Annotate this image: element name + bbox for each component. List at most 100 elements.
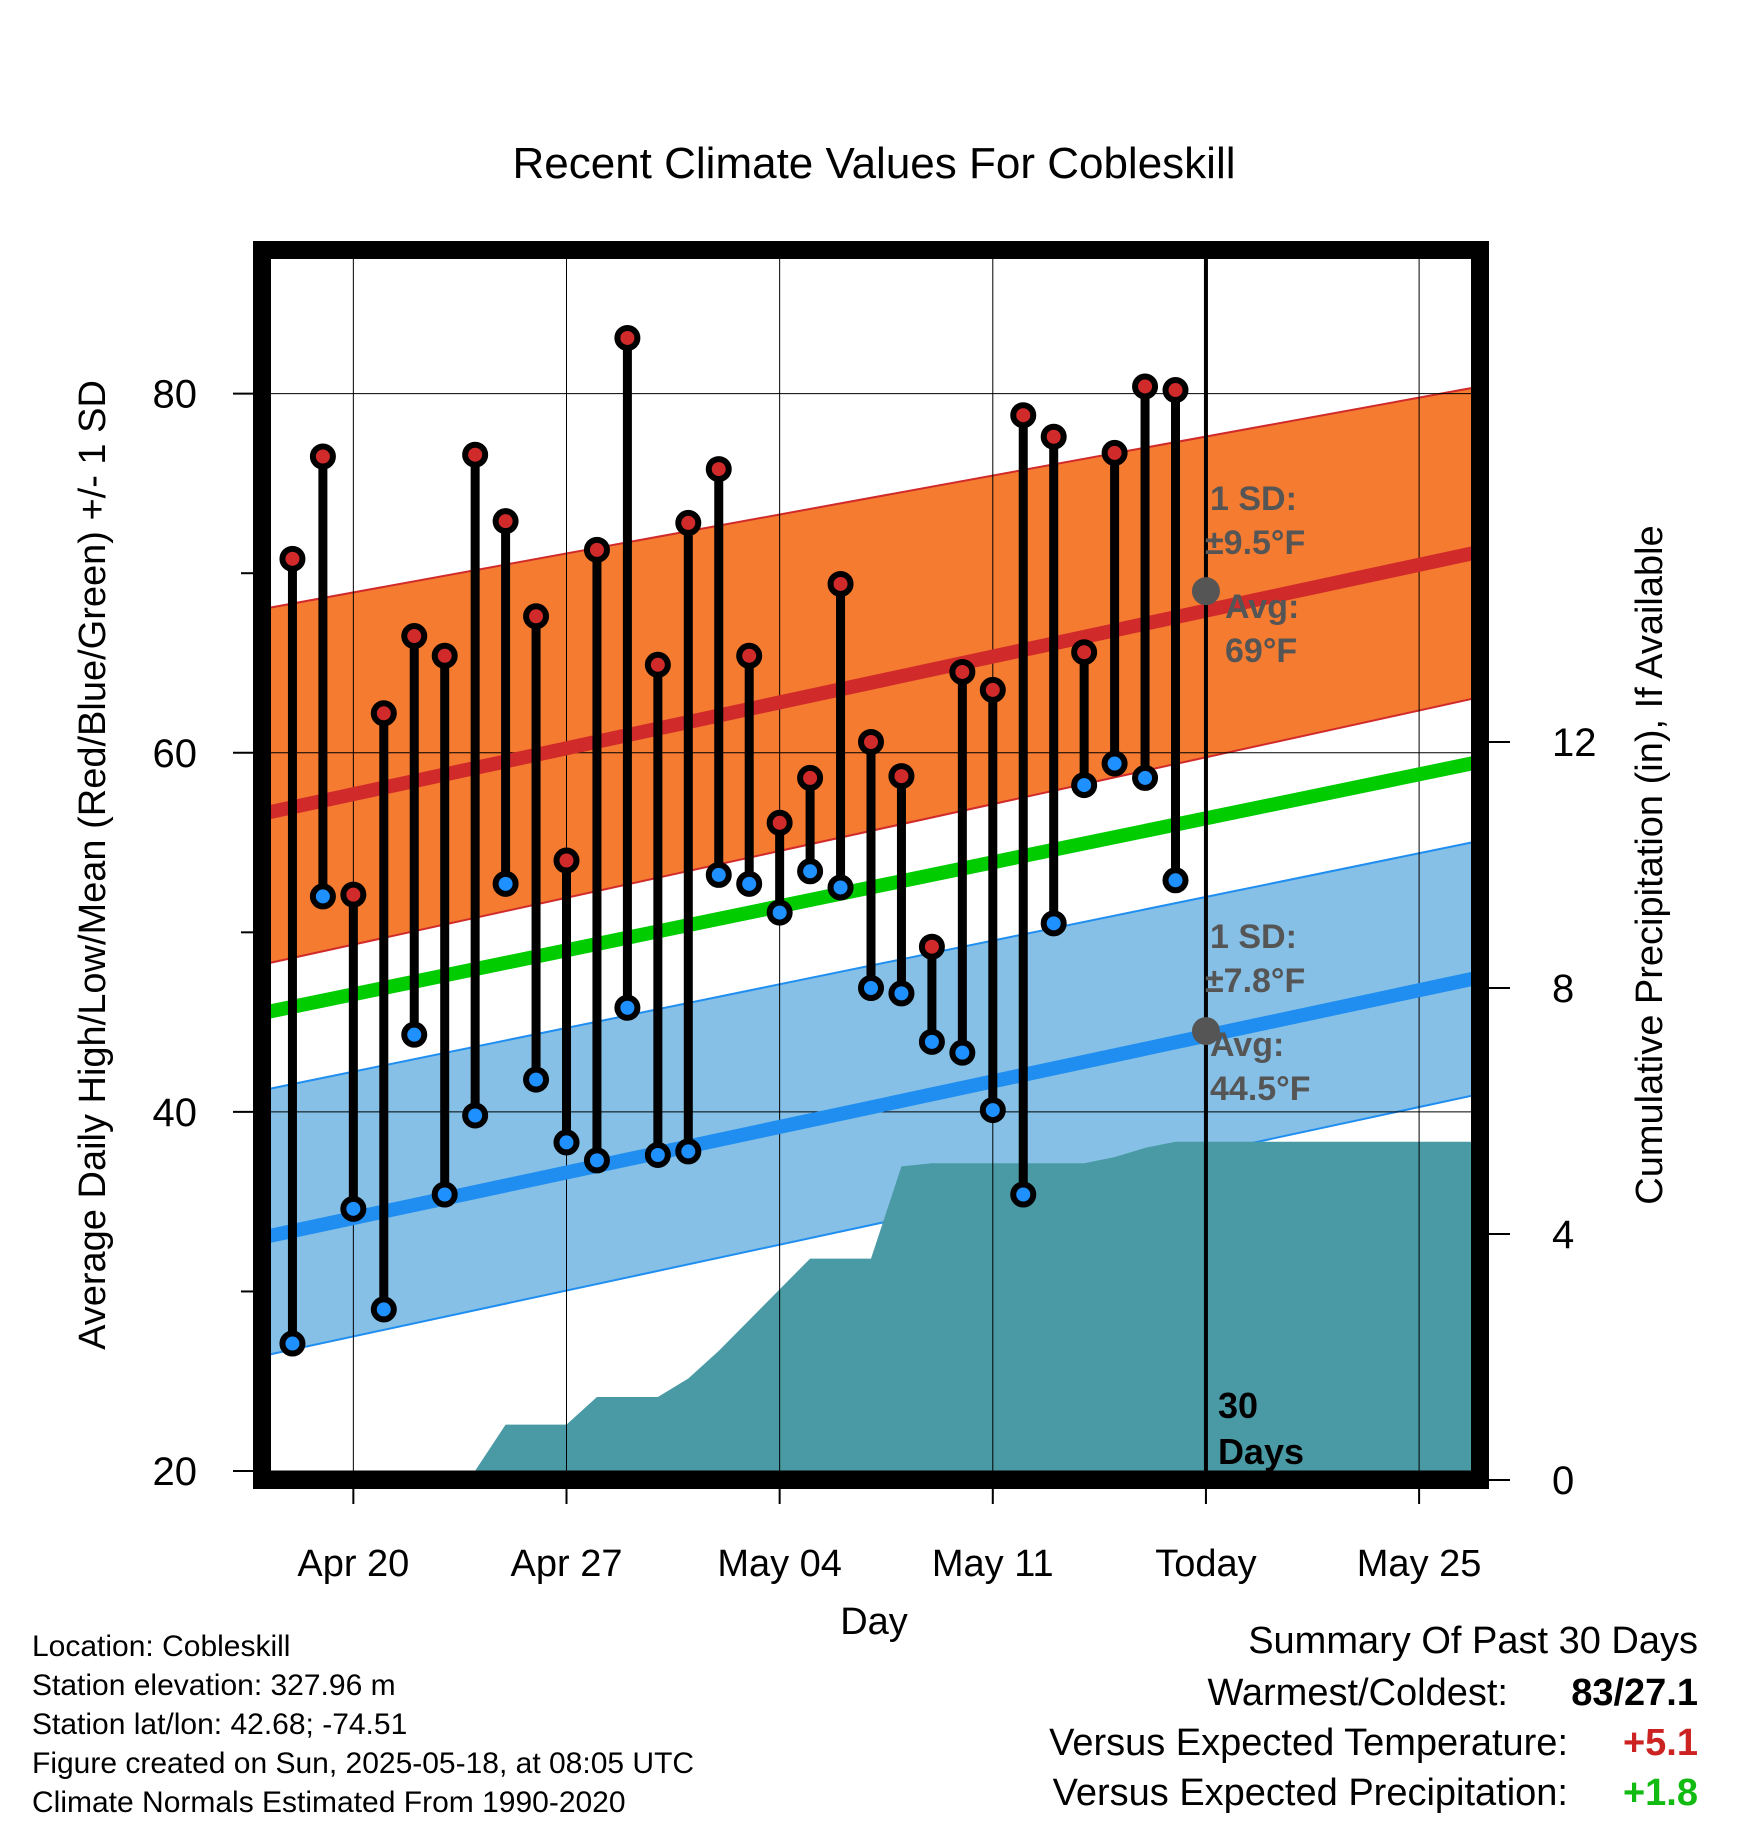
daily-low-point [705, 861, 732, 888]
avg-high-line [260, 544, 1482, 821]
daily-high-point [309, 443, 336, 470]
daily-low-point [492, 870, 519, 897]
daily-high-point [736, 642, 763, 669]
normals-text: Climate Normals Estimated From 1990-2020 [32, 1786, 626, 1819]
daily-low-point [431, 1181, 458, 1208]
high-sd-label: 1 SD: [1210, 480, 1297, 518]
x-tick-label: May 11 [932, 1543, 1054, 1585]
daily-low-point [827, 874, 854, 901]
daily-high-point [431, 642, 458, 669]
location-text: Location: Cobleskill [32, 1630, 291, 1663]
avg-low-line [260, 970, 1482, 1245]
daily-low-point [279, 1330, 306, 1357]
precip-versus-label: Versus Expected Precipitation: [1052, 1772, 1568, 1814]
daily-low-point [766, 899, 793, 926]
daily-high-point [1132, 373, 1159, 400]
daily-low-point [949, 1039, 976, 1066]
daily-high-point [705, 456, 732, 483]
daily-high-point [675, 509, 702, 536]
daily-low-point [888, 980, 915, 1007]
today-high-avg-marker [1191, 577, 1220, 606]
daily-low-point [1071, 772, 1098, 799]
warmest-coldest-value: 83/27.1 [1571, 1672, 1698, 1714]
daily-high-point [1071, 639, 1098, 666]
daily-high-point [1101, 439, 1128, 466]
y2-tick-label: 8 [1552, 967, 1574, 1011]
y-tick-label: 60 [153, 732, 198, 776]
temp-versus-value: +5.1 [1622, 1722, 1698, 1764]
created-text: Figure created on Sun, 2025-05-18, at 08… [32, 1747, 695, 1780]
high-avg-label: Avg: [1225, 588, 1299, 626]
daily-high-point [492, 508, 519, 535]
daily-low-point [370, 1296, 397, 1323]
x-tick-label: May 25 [1357, 1543, 1482, 1585]
latlon-text: Station lat/lon: 42.68; -74.51 [32, 1708, 408, 1741]
daily-low-point [340, 1195, 367, 1222]
chart-title: Recent Climate Values For Cobleskill [512, 139, 1235, 188]
high-sd-value: ±9.5°F [1205, 524, 1305, 562]
daily-low-point [309, 883, 336, 910]
daily-low-point [553, 1129, 580, 1156]
daily-high-point [370, 700, 397, 727]
y-tick-label: 80 [153, 373, 198, 417]
y2-tick-label: 12 [1552, 721, 1597, 765]
daily-high-point [949, 658, 976, 685]
daily-high-point [858, 729, 884, 755]
daily-low-point [1010, 1181, 1037, 1208]
y-tick-label: 20 [153, 1450, 198, 1494]
y-axis-label: Average Daily High/Low/Mean (Red/Blue/Gr… [72, 380, 114, 1350]
daily-high-point [827, 570, 854, 597]
daily-low-point [1101, 750, 1128, 777]
daily-high-point [918, 933, 945, 960]
x-tick-label: Apr 20 [297, 1543, 409, 1585]
daily-high-point [979, 676, 1006, 703]
low-sd-label: 1 SD: [1210, 918, 1297, 956]
low-sd-value: ±7.8°F [1205, 962, 1305, 1000]
temp-versus-label: Versus Expected Temperature: [1049, 1722, 1568, 1764]
low-avg-label: Avg: [1210, 1026, 1284, 1064]
y2-tick-label: 4 [1552, 1213, 1574, 1257]
daily-low-point [1132, 764, 1159, 791]
daily-high-point [614, 324, 641, 351]
daily-high-point [766, 809, 793, 836]
daily-low-point [979, 1097, 1006, 1124]
daily-low-point [675, 1138, 702, 1165]
today-days-label: 30 [1218, 1385, 1258, 1426]
x-axis-label: Day [840, 1601, 908, 1643]
precip-versus-value: +1.8 [1622, 1772, 1698, 1814]
today-days-label: Days [1218, 1431, 1304, 1472]
daily-low-point [918, 1028, 945, 1055]
summary-title: Summary Of Past 30 Days [1248, 1620, 1698, 1662]
today-low-avg-marker [1191, 1017, 1220, 1046]
daily-high-point [523, 603, 550, 630]
daily-low-point [614, 994, 641, 1021]
daily-low-point [858, 975, 884, 1001]
daily-high-point [553, 847, 580, 874]
precipitation-area [262, 1141, 1480, 1480]
daily-high-point [401, 623, 428, 650]
daily-low-point [523, 1066, 550, 1093]
y2-tick-label: 0 [1552, 1459, 1574, 1503]
x-tick-label: Apr 27 [511, 1543, 623, 1585]
daily-high-point [462, 441, 489, 468]
daily-low-point [736, 870, 763, 897]
x-tick-label: Today [1155, 1543, 1256, 1585]
daily-high-point [1040, 423, 1067, 450]
daily-low-point [401, 1021, 428, 1048]
daily-high-point [888, 763, 915, 790]
daily-low-point [583, 1147, 610, 1174]
y-tick-label: 40 [153, 1091, 198, 1135]
daily-high-point [583, 536, 610, 563]
daily-low-point [462, 1102, 489, 1129]
low-avg-value: 44.5°F [1210, 1070, 1311, 1108]
daily-high-point [1162, 377, 1189, 404]
daily-high-point [1010, 402, 1037, 429]
daily-low-point [1040, 910, 1067, 937]
plot-frame [253, 241, 1489, 1489]
daily-low-point [797, 858, 824, 885]
daily-low-point [1162, 867, 1189, 894]
daily-high-point [279, 545, 306, 572]
daily-low-point [644, 1141, 671, 1168]
y2-axis-label: Cumulative Precipitation (in), If Availa… [1629, 525, 1671, 1204]
daily-high-point [644, 651, 671, 678]
